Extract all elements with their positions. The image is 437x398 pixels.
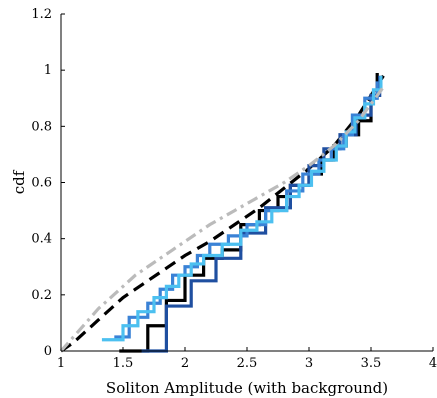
x-tick-label: 4 — [429, 356, 437, 371]
y-axis-label: cdf — [10, 169, 28, 194]
x-axis-label: Soliton Amplitude (with background) — [106, 379, 388, 397]
y-tick-label: 0 — [44, 344, 52, 359]
step-series-2 — [119, 72, 379, 353]
y-tick-label: 0.6 — [31, 176, 52, 191]
curve-series-0 — [60, 74, 385, 353]
y-tick-label: 0.8 — [31, 119, 52, 134]
y-tick-label: 1 — [44, 63, 52, 78]
x-tick-label: 1.5 — [113, 356, 134, 371]
x-tick-label: 2 — [181, 356, 189, 371]
step-series-4 — [114, 81, 379, 339]
series-layer — [59, 72, 385, 353]
tick-labels: 1 1.5 2 2.5 3 3.5 4 0 0.2 0.4 0.6 0.8 1 1.2 — [31, 7, 437, 371]
y-tick-label: 0.2 — [31, 288, 52, 303]
y-tick-label: 0.4 — [31, 232, 52, 247]
x-tick-label: 2.5 — [237, 356, 258, 371]
x-tick-label: 3 — [305, 356, 313, 371]
step-series-5 — [101, 75, 383, 342]
axes — [60, 13, 434, 352]
curve-series-1 — [59, 86, 385, 353]
x-tick-label: 1 — [57, 356, 65, 371]
x-tick-label: 3.5 — [361, 356, 382, 371]
y-tick-label: 1.2 — [31, 7, 52, 22]
